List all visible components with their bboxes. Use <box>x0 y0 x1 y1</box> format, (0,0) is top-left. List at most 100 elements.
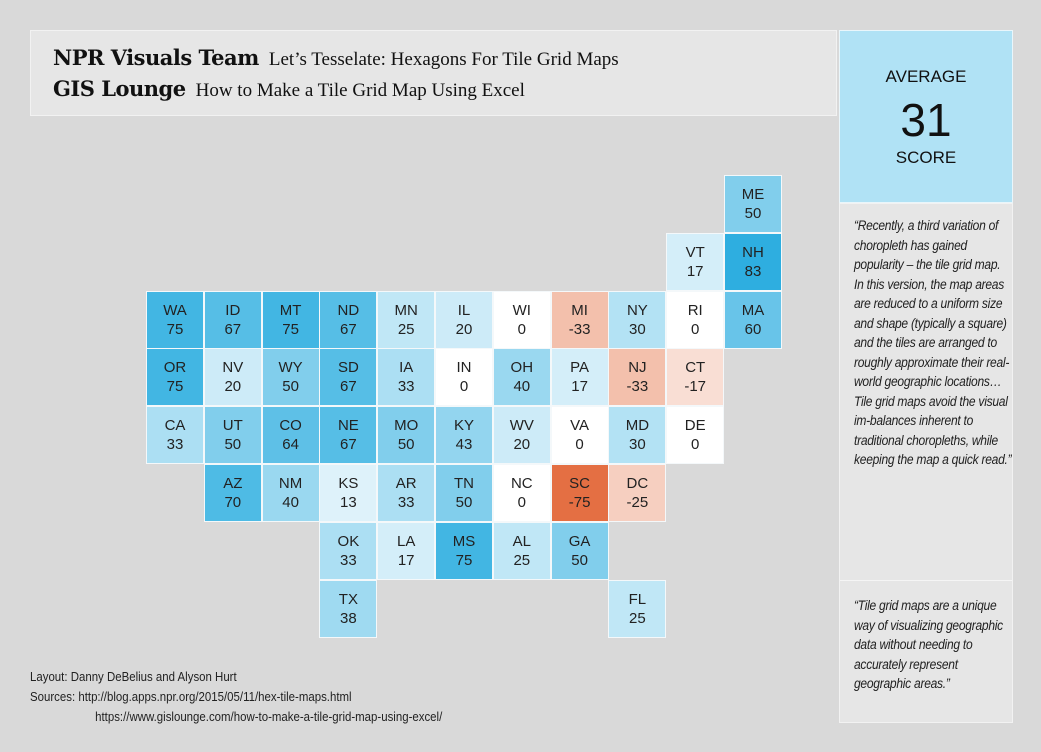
state-abbr: FL <box>628 590 647 608</box>
state-tile-ct: CT -17 <box>666 348 725 407</box>
state-abbr: WV <box>509 417 534 435</box>
state-abbr: MT <box>279 301 302 319</box>
state-abbr: MA <box>741 301 765 319</box>
state-tile-ky: KY 43 <box>435 406 493 465</box>
state-abbr: UT <box>222 417 243 435</box>
state-abbr: WI <box>512 301 531 319</box>
state-abbr: NE <box>337 417 359 435</box>
state-value: 0 <box>575 436 584 454</box>
state-value: 33 <box>166 436 184 454</box>
state-tile-ri: RI 0 <box>666 290 725 349</box>
state-abbr: NM <box>278 475 303 492</box>
state-value: 75 <box>166 378 184 396</box>
state-value: 50 <box>571 551 588 569</box>
state-abbr: NY <box>626 301 648 319</box>
state-abbr: RI <box>687 301 703 319</box>
state-abbr: VT <box>685 243 705 261</box>
state-tile-or: OR 75 <box>146 348 204 407</box>
state-value: 25 <box>397 320 415 338</box>
state-value: -33 <box>626 378 649 396</box>
state-abbr: CO <box>279 417 302 435</box>
state-abbr: NJ <box>628 359 647 377</box>
state-abbr: WA <box>163 301 187 319</box>
state-abbr: OH <box>510 359 534 377</box>
state-value: 33 <box>340 551 357 569</box>
state-abbr: DC <box>626 475 649 492</box>
state-tile-ut: UT 50 <box>203 406 262 465</box>
state-tile-nc: NC 0 <box>492 464 551 522</box>
state-abbr: DE <box>684 417 706 435</box>
sources-label: Sources: <box>30 689 76 704</box>
state-abbr: VA <box>570 417 590 435</box>
state-tile-ks: KS 13 <box>319 464 378 522</box>
state-tile-pa: PA 17 <box>550 348 609 407</box>
state-abbr: MN <box>394 301 418 319</box>
quote-npr: “Recently, a third variation of chorople… <box>854 218 1012 467</box>
state-abbr: NC <box>510 475 533 492</box>
layout-credit: Layout: Danny DeBelius and Alyson Hurt <box>30 669 237 684</box>
state-value: 75 <box>455 551 473 569</box>
state-abbr: CA <box>164 417 186 435</box>
state-tile-ar: AR 33 <box>377 464 436 522</box>
state-value: 60 <box>744 320 762 338</box>
state-tile-de: DE 0 <box>666 406 725 465</box>
state-tile-in: IN 0 <box>435 348 493 407</box>
quote-divider <box>840 580 1012 581</box>
state-tile-me: ME 50 <box>724 175 782 233</box>
state-value: 64 <box>282 436 299 454</box>
state-value: 0 <box>691 436 700 454</box>
state-abbr: MS <box>452 532 476 550</box>
score-label: SCORE <box>895 148 957 167</box>
state-value: 67 <box>340 320 357 338</box>
average-score-box: AVERAGE 31 SCORE <box>839 30 1013 203</box>
state-tile-sd: SD 67 <box>319 348 378 407</box>
state-abbr: ME <box>741 186 765 203</box>
state-value: 20 <box>455 320 473 338</box>
state-value: -17 <box>684 378 707 396</box>
state-value: 83 <box>744 262 762 280</box>
state-tile-ok: OK 33 <box>319 521 378 580</box>
state-value: -75 <box>568 494 591 511</box>
header-line-gis: GIS Lounge How to Make a Tile Grid Map Us… <box>53 76 525 102</box>
state-abbr: KS <box>338 475 359 492</box>
state-abbr: MO <box>394 417 419 435</box>
credits: Layout: Danny DeBelius and Alyson Hurt S… <box>30 667 442 727</box>
source-link-gis[interactable]: https://www.gislounge.com/how-to-make-a-… <box>95 709 443 724</box>
state-value: 25 <box>629 609 646 627</box>
state-value: 0 <box>517 494 526 511</box>
state-tile-az: AZ 70 <box>203 464 262 522</box>
state-tile-va: VA 0 <box>550 406 609 465</box>
state-value: 13 <box>340 494 357 511</box>
state-tile-nm: NM 40 <box>261 464 320 522</box>
state-tile-nv: NV 20 <box>203 348 262 407</box>
state-tile-mt: MT 75 <box>261 290 320 349</box>
state-value: 33 <box>397 378 415 396</box>
state-abbr: KY <box>453 417 474 435</box>
state-tile-la: LA 17 <box>377 521 436 580</box>
state-abbr: LA <box>397 532 416 550</box>
state-value: 70 <box>224 494 242 511</box>
state-value: 30 <box>629 320 646 338</box>
state-tile-fl: FL 25 <box>608 579 667 638</box>
state-abbr: TN <box>454 475 474 492</box>
state-abbr: AR <box>395 475 417 492</box>
state-tile-mn: MN 25 <box>377 290 436 349</box>
state-abbr: MI <box>571 301 588 319</box>
header-line-npr: NPR Visuals Team Let’s Tesselate: Hexagon… <box>53 45 619 71</box>
state-value: 0 <box>459 378 469 396</box>
state-tile-wa: WA 75 <box>146 290 204 349</box>
average-value: 31 <box>900 94 952 146</box>
state-abbr: MD <box>625 417 650 435</box>
state-tile-sc: SC -75 <box>550 464 609 522</box>
state-abbr: OR <box>163 359 187 377</box>
state-tile-nj: NJ -33 <box>608 348 667 407</box>
title-banner: NPR Visuals Team Let’s Tesselate: Hexagon… <box>30 30 837 116</box>
average-label: AVERAGE <box>885 67 967 86</box>
state-abbr: WY <box>278 359 303 377</box>
quotes-panel: “Recently, a third variation of chorople… <box>839 203 1013 723</box>
state-value: 33 <box>397 494 415 511</box>
state-abbr: CT <box>685 359 706 377</box>
source-link-npr[interactable]: http://blog.apps.npr.org/2015/05/11/hex-… <box>78 689 352 704</box>
state-value: 50 <box>224 436 242 454</box>
state-tile-co: CO 64 <box>261 406 320 465</box>
